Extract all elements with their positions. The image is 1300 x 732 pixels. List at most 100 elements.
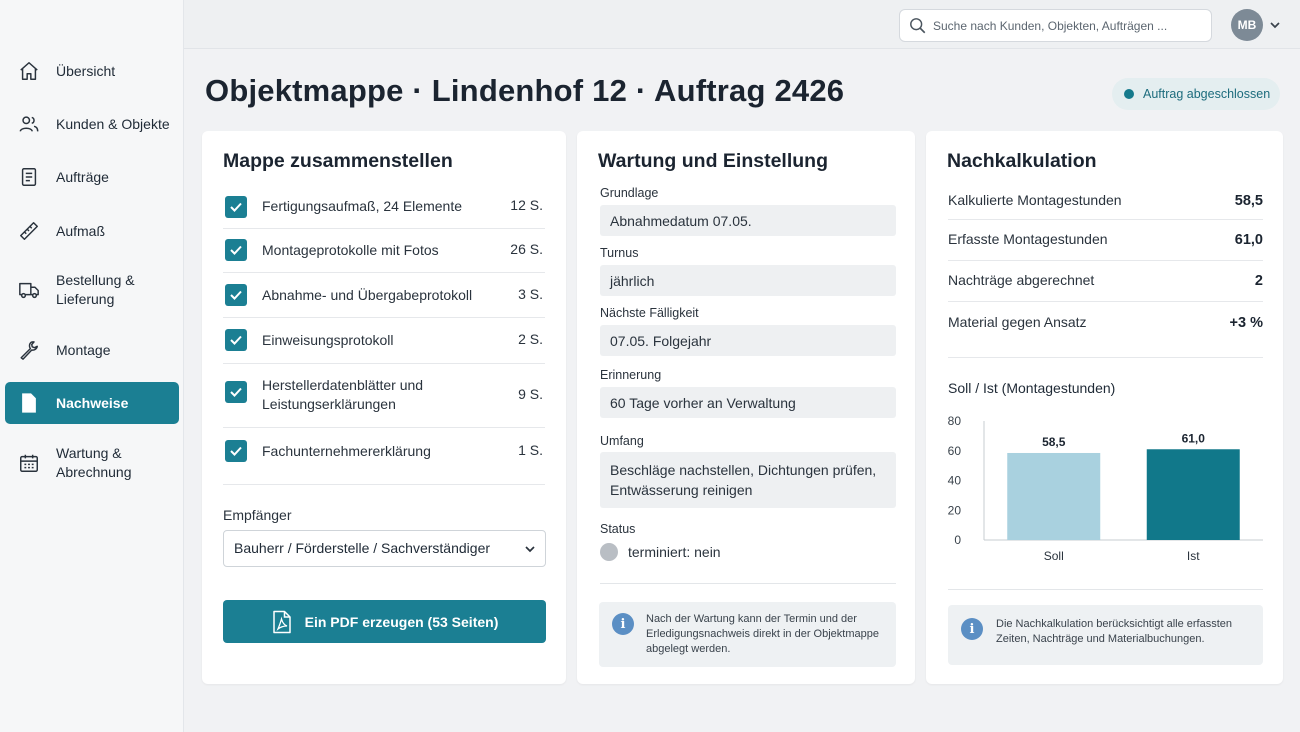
status-badge: Auftrag abgeschlossen	[1112, 78, 1280, 110]
chevron-down-icon	[525, 546, 535, 553]
search-box[interactable]	[899, 9, 1212, 42]
recipient-value: Bauherr / Förderstelle / Sachverständige…	[234, 540, 491, 556]
status-label: Status	[600, 522, 636, 536]
field-label: Erinnerung	[600, 368, 662, 382]
document-name: Abnahme- und Übergabeprotokoll	[262, 287, 473, 303]
y-tick-label: 80	[948, 414, 962, 428]
y-tick-label: 0	[954, 533, 961, 547]
chevron-down-icon[interactable]	[1268, 18, 1282, 32]
mappe-card: Mappe zusammenstellen Fertigungsaufmaß, …	[202, 131, 566, 684]
info-icon: i	[612, 613, 634, 635]
field-label: Umfang	[600, 434, 644, 448]
kalk-value: +3 %	[1229, 315, 1263, 331]
document-row[interactable]: Einweisungsprotokoll 2 S.	[223, 318, 545, 364]
create-pdf-button[interactable]: Ein PDF erzeugen (53 Seiten)	[223, 600, 546, 643]
kalk-label: Erfasste Montagestunden	[948, 231, 1108, 247]
document-pages: 2 S.	[518, 331, 543, 347]
divider	[948, 589, 1263, 590]
y-tick-label: 60	[948, 444, 962, 458]
checkbox[interactable]	[225, 381, 247, 403]
sidebar-item-label: Montage	[56, 341, 111, 358]
field-label: Grundlage	[600, 186, 659, 200]
users-icon	[17, 112, 41, 136]
info-icon: i	[961, 618, 983, 640]
check-icon	[230, 446, 242, 456]
checkbox[interactable]	[225, 239, 247, 261]
recipient-select[interactable]: Bauherr / Förderstelle / Sachverständige…	[223, 530, 546, 567]
status-badge-label: Auftrag abgeschlossen	[1143, 87, 1271, 101]
divider	[600, 583, 896, 584]
wartung-card: Wartung und Einstellung Grundlage Abnahm…	[577, 131, 915, 684]
avatar[interactable]: MB	[1231, 9, 1263, 41]
document-pages: 1 S.	[518, 442, 543, 458]
status-row: terminiert: nein	[600, 543, 721, 561]
check-icon	[230, 387, 242, 397]
sidebar-item-aufmass[interactable]: Aufmaß	[5, 216, 179, 246]
sidebar-item-label: Aufträge	[56, 168, 109, 185]
kalk-row: Kalkulierte Montagestunden 58,5	[948, 187, 1263, 220]
checkbox[interactable]	[225, 284, 247, 306]
sidebar-item-montage[interactable]: Montage	[5, 335, 179, 365]
document-pages: 3 S.	[518, 286, 543, 302]
bar-chart: 0 20 40 60 80 58,5 Soll 61,0 Ist	[948, 414, 1263, 563]
sidebar-item-label: Nachweise	[56, 394, 129, 411]
card-title: Nachkalkulation	[947, 150, 1097, 172]
checkbox[interactable]	[225, 329, 247, 351]
search-input[interactable]	[933, 10, 1203, 41]
grundlage-field[interactable]: Abnahmedatum 07.05.	[600, 205, 896, 236]
y-tick-label: 20	[948, 503, 962, 517]
file-icon	[17, 391, 41, 415]
page-title: Objektmappe · Lindenhof 12 · Auftrag 242…	[205, 73, 845, 108]
card-title: Mappe zusammenstellen	[223, 150, 453, 172]
document-pages: 9 S.	[518, 386, 543, 402]
document-name: Fachunternehmererklärung	[262, 443, 431, 459]
topbar: MB	[184, 0, 1300, 49]
status-indicator-icon	[600, 543, 618, 561]
bar	[1007, 452, 1101, 540]
document-row[interactable]: Fachunternehmererklärung 1 S.	[223, 428, 545, 485]
info-text: Nach der Wartung kann der Termin und der…	[646, 613, 879, 655]
kalk-value: 2	[1254, 273, 1263, 289]
document-row[interactable]: Montageprotokolle mit Fotos 26 S.	[223, 229, 545, 273]
wrench-icon	[17, 338, 41, 362]
check-icon	[230, 202, 242, 212]
turnus-field[interactable]: jährlich	[600, 265, 896, 296]
home-icon	[17, 59, 41, 83]
pdf-file-icon	[272, 610, 291, 633]
sidebar-item-nachweise[interactable]: Nachweise	[5, 382, 179, 424]
kalk-label: Material gegen Ansatz	[948, 314, 1087, 330]
document-row[interactable]: Herstellerdatenblätter und Leistungserklä…	[223, 364, 545, 428]
document-name: Einweisungsprotokoll	[262, 332, 394, 348]
sidebar-item-label: Wartung & Abrechnung	[56, 445, 132, 480]
sidebar-item-bestellung[interactable]: Bestellung & Lieferung	[5, 270, 179, 310]
checkbox[interactable]	[225, 440, 247, 462]
sidebar-item-label: Übersicht	[56, 62, 116, 79]
sidebar-item-auftraege[interactable]: Aufträge	[5, 162, 179, 192]
document-row[interactable]: Abnahme- und Übergabeprotokoll 3 S.	[223, 273, 545, 318]
document-name: Montageprotokolle mit Fotos	[262, 242, 439, 258]
truck-icon	[17, 278, 41, 302]
kalk-value: 61,0	[1234, 232, 1263, 248]
faelligkeit-field[interactable]: 07.05. Folgejahr	[600, 325, 896, 356]
search-icon	[910, 18, 926, 34]
sidebar-item-uebersicht[interactable]: Übersicht	[5, 56, 179, 86]
check-icon	[230, 335, 242, 345]
sidebar-item-wartung[interactable]: Wartung & Abrechnung	[5, 443, 179, 483]
field-label: Turnus	[600, 246, 639, 260]
kalk-label: Nachträge abgerechnet	[948, 272, 1095, 288]
checkbox[interactable]	[225, 196, 247, 218]
nachkalkulation-card: Nachkalkulation Kalkulierte Montagestund…	[926, 131, 1283, 684]
create-pdf-label: Ein PDF erzeugen (53 Seiten)	[304, 613, 499, 630]
status-value: terminiert: nein	[628, 544, 721, 560]
umfang-field[interactable]: Beschläge nachstellen, Dichtungen prüfen…	[600, 452, 896, 508]
sidebar-item-label: Bestellung & Lieferung	[56, 272, 135, 307]
ruler-icon	[17, 219, 41, 243]
erinnerung-field[interactable]: 60 Tage vorher an Verwaltung	[600, 387, 896, 418]
chart-title: Soll / Ist (Montagestunden)	[948, 380, 1116, 396]
document-row[interactable]: Fertigungsaufmaß, 24 Elemente 12 S.	[223, 186, 545, 229]
check-icon	[230, 245, 242, 255]
document-pages: 12 S.	[510, 197, 543, 213]
y-tick-label: 40	[948, 474, 962, 488]
bar-value-label: 61,0	[1182, 431, 1206, 445]
sidebar-item-kunden[interactable]: Kunden & Objekte	[5, 109, 179, 139]
